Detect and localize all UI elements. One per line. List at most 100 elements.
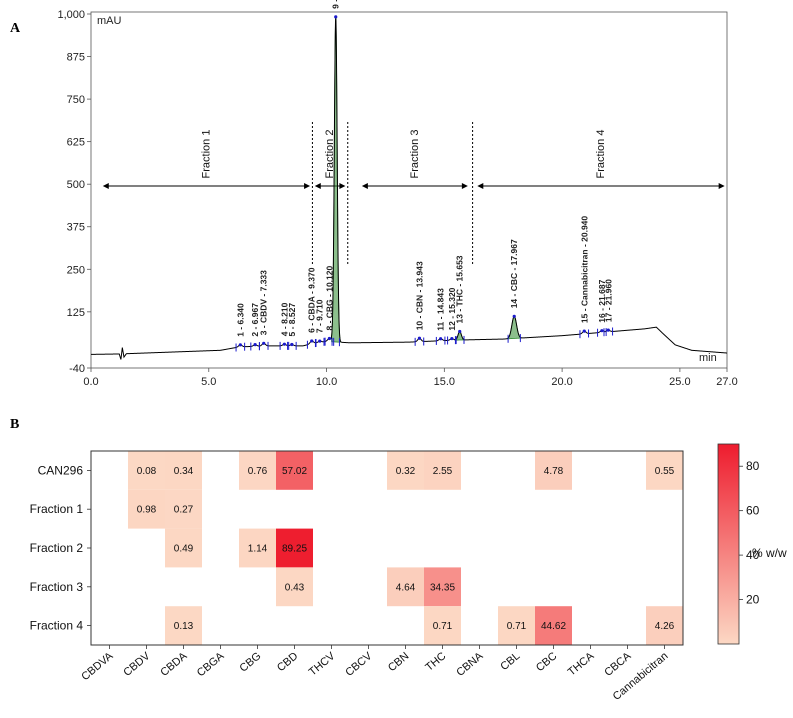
peak-apex-marker-16 xyxy=(600,329,604,333)
peak-apex-marker-8 xyxy=(327,336,331,341)
y-tick-label: -40 xyxy=(69,363,85,375)
heatmap-column-label: CBC xyxy=(534,650,560,674)
heatmap-row-label: Fraction 3 xyxy=(30,580,84,594)
heatmap-row-label: CAN296 xyxy=(38,463,84,477)
heatmap-cell-value: 4.78 xyxy=(544,466,564,477)
colorbar-title: % w/w xyxy=(752,546,787,560)
heatmap-cell-value: 0.71 xyxy=(433,621,453,632)
heatmap-cell xyxy=(165,528,202,568)
heatmap-column-label: THC xyxy=(423,650,448,674)
heatmap-column-label: CBDA xyxy=(158,650,190,679)
fraction-arrowhead-left xyxy=(477,183,484,189)
peak-label-15: 15 - Cannabicitran - 20.940 xyxy=(579,216,589,324)
heatmap-cell-value: 44.62 xyxy=(541,621,566,632)
heatmap-cell xyxy=(646,451,683,490)
heatmap-cell-value: 0.98 xyxy=(137,505,157,516)
peak-apex-marker-4 xyxy=(282,342,286,346)
heatmap-row-label: Fraction 2 xyxy=(30,541,84,555)
heatmap-column-label: CBN xyxy=(386,650,412,674)
peak-fills xyxy=(331,16,522,343)
peak-label-17: 17 - 21.960 xyxy=(603,279,613,322)
x-tick-label: 10.0 xyxy=(316,376,337,388)
fraction-label-4: Fraction 4 xyxy=(595,130,607,179)
heatmap-cell-value: 34.35 xyxy=(430,582,455,593)
peak-apex-marker-10 xyxy=(417,336,422,340)
peak-apex-marker-11 xyxy=(439,337,443,341)
peak-label-13: 13 - THC - 15.653 xyxy=(455,255,465,323)
peak-apex-marker-3 xyxy=(262,341,266,345)
colorbar-tick-label: 60 xyxy=(746,504,760,518)
fraction-annotations: Fraction 1 Fraction 2 Fraction 3 Fraction 4 xyxy=(102,122,725,266)
panel-label-a: A xyxy=(10,21,21,36)
heatmap-cell xyxy=(535,606,572,645)
heatmap-cell-value: 0.08 xyxy=(137,466,157,477)
fraction-label-3: Fraction 3 xyxy=(409,130,421,179)
colorbar-gradient xyxy=(717,443,740,645)
colorbar-tick-label: 40 xyxy=(746,548,760,562)
heatmap-row-label: Fraction 4 xyxy=(30,619,84,633)
heatmap-cell xyxy=(276,451,313,490)
colorbar-ticks: 20 40 60 80 xyxy=(739,459,760,607)
heatmap-cell-value: 4.64 xyxy=(396,582,416,593)
colorbar-tick-label: 80 xyxy=(746,459,760,473)
heatmap-cell-value: 0.49 xyxy=(174,544,194,555)
heatmap-cell-value: 0.27 xyxy=(174,505,194,516)
peak-apex-marker-7 xyxy=(318,339,322,343)
y-tick-label: 625 xyxy=(67,137,85,149)
y-tick-label: 1,000 xyxy=(57,9,85,21)
panel-a: A -40 125 250 375 500 625 750 875 1,000 0.0 5.0 10… xyxy=(10,0,738,388)
heatmap-cell xyxy=(276,528,313,568)
heatmap-cell-value: 0.32 xyxy=(396,466,416,477)
peak-label-3: 3 - CBDV - 7.333 xyxy=(259,270,269,335)
y-tick-label: 500 xyxy=(67,179,85,191)
heatmap-column-label: THCV xyxy=(307,650,338,679)
peak-label-10: 10 - CBN - 13.943 xyxy=(414,261,424,330)
heatmap-cell xyxy=(424,567,461,607)
y-tick-label: 875 xyxy=(67,52,85,64)
peak-label-5: 5 - 8.527 xyxy=(287,303,297,337)
panel-label-b: B xyxy=(10,417,19,432)
fraction-arrowhead-right xyxy=(461,183,468,189)
chromatogram-x-axis: 0.0 5.0 10.0 15.0 20.0 25.0 27.0 xyxy=(83,368,738,388)
colorbar-tick-label: 20 xyxy=(746,593,760,607)
heatmap-cell-value: 89.25 xyxy=(282,544,307,555)
peak-label-4: 4 - 8.210 xyxy=(279,302,289,336)
heatmap-cell-value: 0.55 xyxy=(655,466,675,477)
peak-label-16: 16 - 21.687 xyxy=(597,279,607,322)
heatmap-cell-value: 1.14 xyxy=(248,544,268,555)
heatmap-column-label: THCA xyxy=(566,650,597,679)
heatmap-column-label: CBCV xyxy=(343,650,375,679)
peak-apex-marker-14 xyxy=(512,314,516,318)
peak-apex-marker-17 xyxy=(606,328,610,332)
y-tick-label: 250 xyxy=(67,264,85,276)
peak-apex-marker-13 xyxy=(458,329,462,334)
peak-label-12: 12 - 15.320 xyxy=(447,287,457,330)
heatmap-column-label: CBG xyxy=(237,650,263,675)
peak-label-1: 1 - 6.340 xyxy=(235,303,245,337)
heatmap-column-label: CBD xyxy=(275,650,301,674)
heatmap-cell xyxy=(387,567,424,607)
peak-apex-marker-9 xyxy=(334,15,338,19)
peak-markers xyxy=(235,15,614,352)
peak-apex-marker-5 xyxy=(290,342,294,347)
heatmap-cell-value: 57.02 xyxy=(282,466,307,477)
heatmap-cell xyxy=(424,451,461,490)
fraction-arrowhead-right xyxy=(304,183,311,189)
heatmap-cell xyxy=(646,606,683,645)
heatmap-cell xyxy=(128,489,165,529)
chromatogram-y-axis: -40 125 250 375 500 625 750 875 1,000 xyxy=(57,9,91,375)
fraction-arrowhead-left xyxy=(314,183,321,189)
peak-apex-marker-15 xyxy=(582,329,586,333)
peak-label-8: 8 - CBG - 10.120 xyxy=(324,266,334,331)
heatmap-cell xyxy=(387,451,424,490)
fraction-arrowhead-left xyxy=(361,183,368,189)
heatmap-column-label: CBCA xyxy=(602,650,634,679)
x-tick-label: 27.0 xyxy=(716,376,737,388)
fraction-arrowhead-left xyxy=(102,183,109,189)
heatmap-column-label: CBDVA xyxy=(79,650,116,683)
chromatogram-trace xyxy=(91,16,728,360)
heatmap-cell xyxy=(239,451,276,490)
heatmap-cell xyxy=(424,606,461,645)
heatmap-cell xyxy=(165,489,202,529)
